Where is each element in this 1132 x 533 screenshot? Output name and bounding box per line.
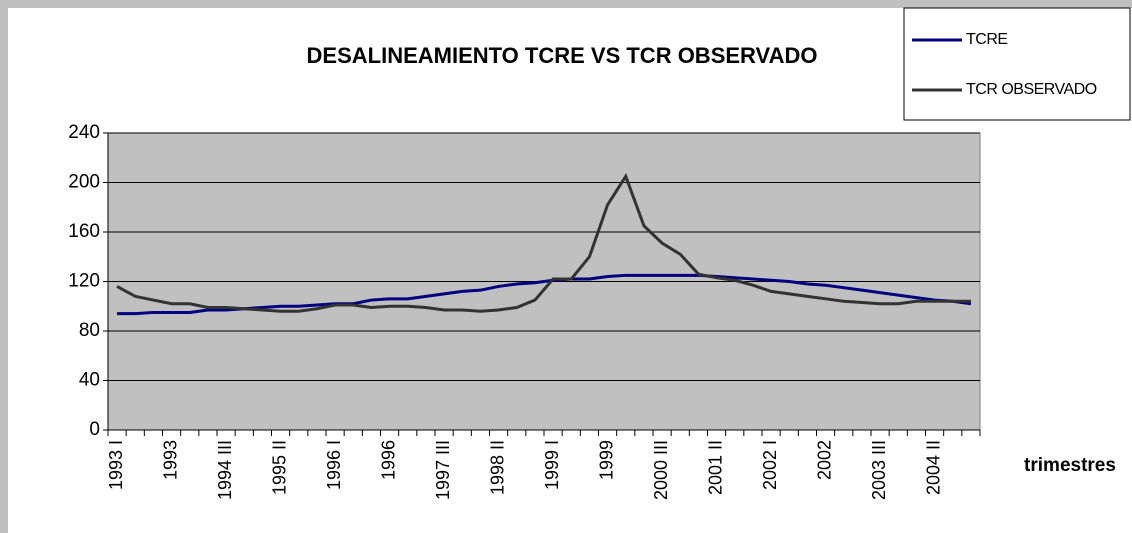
x-tick-label: 1993 I bbox=[106, 440, 126, 490]
y-tick-label: 80 bbox=[79, 320, 100, 341]
x-tick-label: 1995 II bbox=[269, 440, 289, 495]
chart-title: DESALINEAMIENTO TCRE VS TCR OBSERVADO bbox=[307, 43, 818, 68]
x-tick-label: 1999 I bbox=[542, 440, 562, 490]
x-tick-label: 1993 bbox=[160, 440, 180, 480]
y-tick-label: 40 bbox=[79, 370, 100, 391]
x-tick-label: 2003 III bbox=[869, 440, 889, 500]
y-tick-label: 160 bbox=[68, 221, 100, 242]
line-series bbox=[117, 273, 972, 316]
legend-box bbox=[903, 7, 1131, 121]
x-axis-title: trimestres bbox=[1024, 455, 1116, 476]
x-tick-label: 1999 bbox=[596, 440, 616, 480]
x-tick-label: 1996 bbox=[378, 440, 398, 480]
y-tick-label: 120 bbox=[68, 271, 100, 292]
x-tick-label: 1994 III bbox=[215, 440, 235, 500]
x-tick-label: 1996 I bbox=[324, 440, 344, 490]
x-tick-label: 2002 bbox=[814, 440, 834, 480]
x-tick-label: 2000 III bbox=[651, 440, 671, 500]
legend-label: TCRE bbox=[966, 31, 1008, 48]
x-tick-label: 2001 II bbox=[705, 440, 725, 495]
y-tick-label: 200 bbox=[68, 172, 100, 193]
x-tick-label: 1998 II bbox=[487, 440, 507, 495]
legend-label: TCR OBSERVADO bbox=[966, 81, 1097, 98]
y-tick-label: 0 bbox=[89, 419, 100, 440]
x-tick-label: 1997 III bbox=[433, 440, 453, 500]
x-tick-label: 2004 II bbox=[923, 440, 943, 495]
y-tick-label: 240 bbox=[68, 122, 100, 143]
x-tick-label: 2002 I bbox=[760, 440, 780, 490]
line-series bbox=[116, 172, 971, 313]
